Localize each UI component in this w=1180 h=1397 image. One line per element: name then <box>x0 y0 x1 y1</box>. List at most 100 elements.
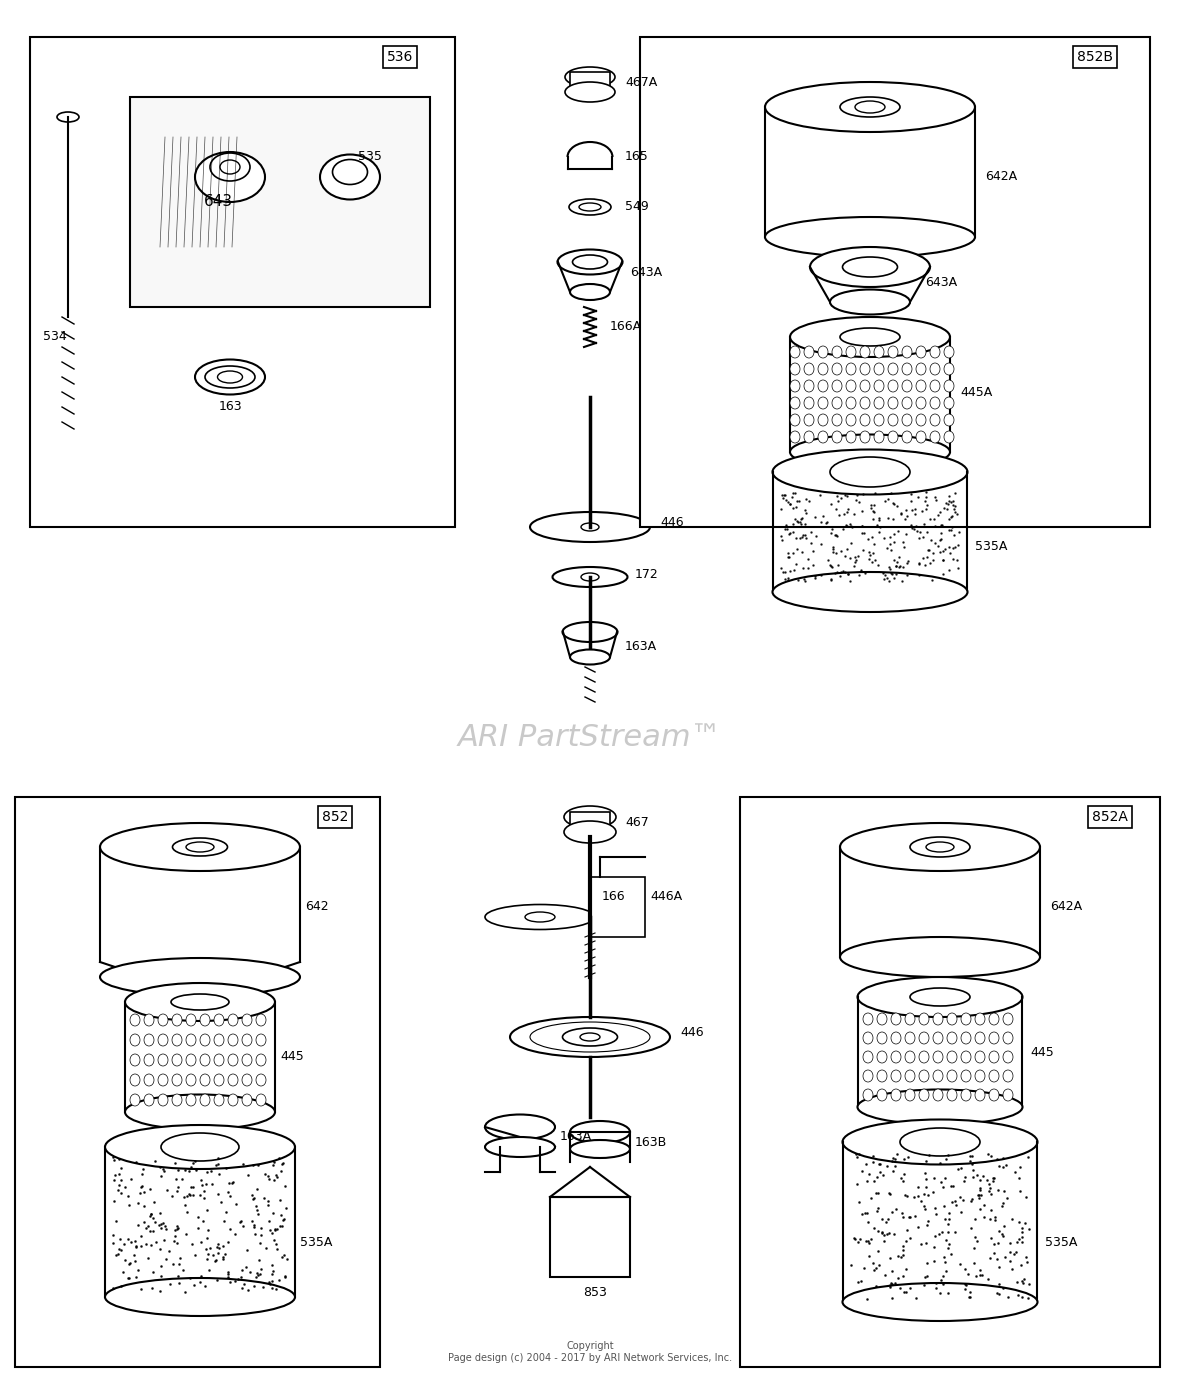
Ellipse shape <box>789 363 800 374</box>
Ellipse shape <box>130 1014 140 1025</box>
Ellipse shape <box>961 1013 971 1025</box>
Ellipse shape <box>530 511 650 542</box>
Ellipse shape <box>564 821 616 842</box>
Ellipse shape <box>186 1094 196 1106</box>
Ellipse shape <box>563 1028 617 1046</box>
Ellipse shape <box>172 1074 182 1085</box>
Ellipse shape <box>144 1094 155 1106</box>
Ellipse shape <box>525 912 555 922</box>
Ellipse shape <box>944 380 953 393</box>
Ellipse shape <box>843 1282 1037 1322</box>
Ellipse shape <box>256 1094 266 1106</box>
Ellipse shape <box>874 397 884 409</box>
Ellipse shape <box>144 1053 155 1066</box>
Ellipse shape <box>900 1127 981 1155</box>
Ellipse shape <box>832 380 843 393</box>
Ellipse shape <box>889 432 898 443</box>
Ellipse shape <box>228 1014 238 1025</box>
Ellipse shape <box>320 155 380 200</box>
Ellipse shape <box>846 432 856 443</box>
Ellipse shape <box>804 432 814 443</box>
Ellipse shape <box>171 995 229 1010</box>
Bar <box>30 36 455 527</box>
Ellipse shape <box>832 397 843 409</box>
Ellipse shape <box>840 328 900 346</box>
Ellipse shape <box>564 806 616 828</box>
Ellipse shape <box>989 1032 999 1044</box>
Ellipse shape <box>765 82 975 131</box>
Ellipse shape <box>948 1090 957 1101</box>
Ellipse shape <box>874 414 884 426</box>
Ellipse shape <box>789 414 800 426</box>
Text: 852: 852 <box>322 810 348 824</box>
Ellipse shape <box>804 414 814 426</box>
Ellipse shape <box>130 1034 140 1046</box>
Ellipse shape <box>832 414 843 426</box>
Text: 852A: 852A <box>1092 810 1128 824</box>
Text: 446: 446 <box>660 515 683 528</box>
Ellipse shape <box>843 1119 1037 1165</box>
Ellipse shape <box>160 1133 240 1161</box>
Text: 445A: 445A <box>961 386 992 398</box>
Ellipse shape <box>944 363 953 374</box>
Ellipse shape <box>818 380 828 393</box>
Ellipse shape <box>1003 1032 1012 1044</box>
Ellipse shape <box>172 1053 182 1066</box>
Ellipse shape <box>840 937 1040 977</box>
Ellipse shape <box>863 1013 873 1025</box>
Ellipse shape <box>846 414 856 426</box>
Text: 445: 445 <box>280 1051 303 1063</box>
Ellipse shape <box>910 837 970 856</box>
Ellipse shape <box>877 1051 887 1063</box>
Ellipse shape <box>1003 1051 1012 1063</box>
Ellipse shape <box>570 1120 630 1143</box>
Ellipse shape <box>902 414 912 426</box>
Ellipse shape <box>199 1074 210 1085</box>
Ellipse shape <box>863 1051 873 1063</box>
Ellipse shape <box>581 573 599 581</box>
Ellipse shape <box>933 1032 943 1044</box>
Ellipse shape <box>902 380 912 393</box>
Ellipse shape <box>858 1090 1023 1125</box>
Ellipse shape <box>905 1090 915 1101</box>
Text: 446: 446 <box>680 1025 703 1038</box>
Ellipse shape <box>891 1070 902 1083</box>
Ellipse shape <box>975 1051 985 1063</box>
Ellipse shape <box>565 82 615 102</box>
Ellipse shape <box>818 397 828 409</box>
Ellipse shape <box>863 1032 873 1044</box>
Ellipse shape <box>889 397 898 409</box>
Ellipse shape <box>905 1070 915 1083</box>
Ellipse shape <box>569 198 611 215</box>
Ellipse shape <box>214 1053 224 1066</box>
Text: 535A: 535A <box>1045 1235 1077 1249</box>
Ellipse shape <box>930 346 940 358</box>
Ellipse shape <box>818 432 828 443</box>
Ellipse shape <box>944 414 953 426</box>
Ellipse shape <box>891 1090 902 1101</box>
Ellipse shape <box>874 380 884 393</box>
Ellipse shape <box>172 1014 182 1025</box>
Ellipse shape <box>228 1074 238 1085</box>
Ellipse shape <box>228 1034 238 1046</box>
Ellipse shape <box>889 363 898 374</box>
Text: 643A: 643A <box>630 265 662 278</box>
Ellipse shape <box>930 397 940 409</box>
Ellipse shape <box>919 1032 929 1044</box>
Ellipse shape <box>846 363 856 374</box>
Ellipse shape <box>889 414 898 426</box>
Text: 642: 642 <box>304 901 328 914</box>
Ellipse shape <box>832 363 843 374</box>
Ellipse shape <box>199 1094 210 1106</box>
Ellipse shape <box>856 101 885 113</box>
Ellipse shape <box>789 397 800 409</box>
Ellipse shape <box>919 1013 929 1025</box>
Text: 642A: 642A <box>985 170 1017 183</box>
Ellipse shape <box>214 1014 224 1025</box>
Ellipse shape <box>930 380 940 393</box>
Ellipse shape <box>905 1013 915 1025</box>
Ellipse shape <box>565 67 615 87</box>
Ellipse shape <box>889 346 898 358</box>
Text: ARI PartStream™: ARI PartStream™ <box>458 722 722 752</box>
Ellipse shape <box>130 1094 140 1106</box>
